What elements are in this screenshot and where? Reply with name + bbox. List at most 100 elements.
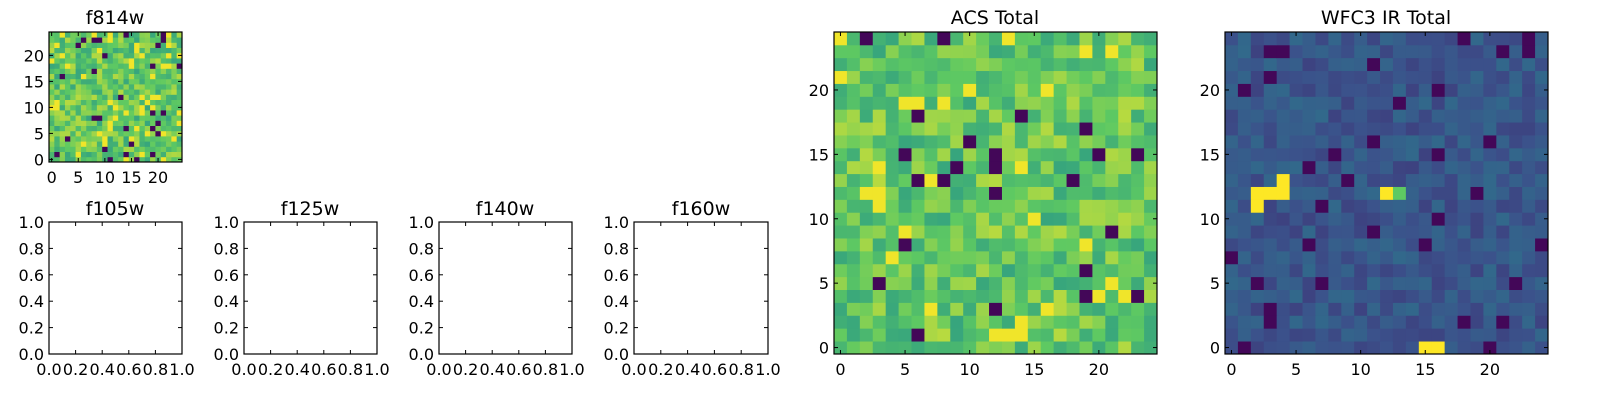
heatmap-cell bbox=[80, 58, 87, 64]
heatmap-cell bbox=[59, 52, 66, 59]
heatmap-cell bbox=[1418, 199, 1433, 213]
heatmap-cell bbox=[1418, 135, 1433, 149]
heatmap-cell bbox=[937, 302, 951, 316]
heatmap-cell bbox=[1144, 199, 1158, 213]
heatmap-cell bbox=[1522, 147, 1536, 162]
heatmap-cell bbox=[49, 47, 55, 54]
heatmap-cell bbox=[102, 37, 108, 43]
heatmap-cell bbox=[1289, 250, 1303, 265]
heatmap-cell bbox=[1354, 32, 1368, 46]
heatmap-cell bbox=[1457, 250, 1471, 265]
heatmap-cell bbox=[1535, 44, 1549, 59]
heatmap-cell bbox=[1001, 186, 1016, 200]
heatmap-cell bbox=[134, 136, 140, 142]
heatmap-cell bbox=[64, 146, 71, 152]
heatmap-cell bbox=[176, 151, 183, 158]
heatmap-cell bbox=[1250, 341, 1265, 355]
heatmap-cell bbox=[1315, 328, 1329, 342]
heatmap-cell bbox=[1276, 341, 1290, 355]
heatmap-cell bbox=[166, 89, 172, 95]
heatmap-cell bbox=[1496, 122, 1510, 136]
heatmap-cell bbox=[1444, 315, 1458, 329]
heatmap-cell bbox=[1302, 160, 1316, 175]
x-tick-label: 0.2 bbox=[453, 360, 478, 379]
heatmap-cell bbox=[976, 32, 990, 46]
heatmap-cell bbox=[59, 58, 66, 64]
heatmap-cell bbox=[1079, 135, 1093, 149]
heatmap-cell bbox=[1483, 32, 1497, 46]
heatmap-cell bbox=[107, 151, 114, 158]
heatmap-cell bbox=[1509, 225, 1523, 239]
heatmap-cell bbox=[1380, 83, 1394, 97]
heatmap-cell bbox=[1092, 173, 1106, 187]
heatmap-cell bbox=[898, 44, 912, 59]
heatmap-cell bbox=[1105, 135, 1119, 149]
heatmap-cell bbox=[1066, 341, 1080, 355]
heatmap-cell bbox=[1001, 250, 1016, 265]
heatmap-cell bbox=[950, 199, 964, 213]
heatmap-cell bbox=[1040, 147, 1055, 162]
heatmap-cell bbox=[134, 125, 140, 132]
heatmap-cell bbox=[950, 186, 964, 200]
heatmap-cell bbox=[96, 58, 103, 64]
heatmap-cell bbox=[1001, 83, 1016, 97]
heatmap-cell bbox=[989, 135, 1003, 149]
heatmap-cell bbox=[1250, 276, 1265, 290]
heatmap-cell bbox=[937, 341, 951, 355]
heatmap-cell bbox=[911, 225, 925, 239]
heatmap-cell bbox=[1354, 199, 1368, 213]
heatmap-cell bbox=[75, 63, 82, 69]
heatmap-cell bbox=[937, 44, 951, 59]
heatmap-cell bbox=[911, 199, 925, 213]
heatmap-cell bbox=[1079, 276, 1093, 290]
heatmap-cell bbox=[1522, 32, 1536, 46]
x-tick-label: 0.8 bbox=[728, 360, 753, 379]
heatmap-cell bbox=[898, 135, 912, 149]
heatmap-cell bbox=[1001, 135, 1016, 149]
heatmap-cell bbox=[70, 141, 76, 147]
heatmap-cell bbox=[924, 225, 938, 239]
heatmap-cell bbox=[976, 341, 990, 355]
heatmap-cell bbox=[1040, 70, 1055, 84]
heatmap-cell bbox=[963, 109, 977, 123]
heatmap-cell bbox=[1341, 212, 1355, 226]
heatmap-cell bbox=[1380, 186, 1394, 200]
heatmap-cell bbox=[834, 173, 848, 187]
heatmap-cell bbox=[1535, 173, 1549, 187]
heatmap-cell bbox=[171, 120, 178, 126]
heatmap-cell bbox=[1535, 212, 1549, 226]
heatmap-cell bbox=[1118, 289, 1132, 303]
heatmap-cell bbox=[112, 89, 119, 95]
heatmap-cell bbox=[49, 146, 55, 152]
heatmap-cell bbox=[1144, 160, 1158, 175]
heatmap-cell bbox=[70, 37, 76, 43]
heatmap-cell bbox=[1315, 135, 1329, 149]
heatmap-cell bbox=[846, 186, 861, 200]
heatmap-cell bbox=[1535, 199, 1549, 213]
heatmap-cell bbox=[1354, 160, 1368, 175]
heatmap-cell bbox=[937, 328, 951, 342]
heatmap-cell bbox=[1535, 341, 1549, 355]
heatmap-cell bbox=[834, 83, 848, 97]
heatmap-cell bbox=[1144, 70, 1158, 84]
heatmap-cell bbox=[1470, 186, 1484, 200]
heatmap-cell bbox=[872, 70, 887, 84]
heatmap-cell bbox=[1263, 225, 1278, 239]
heatmap-cell bbox=[989, 57, 1003, 72]
heatmap-cell bbox=[1302, 263, 1316, 278]
heatmap-cell bbox=[112, 68, 119, 74]
heatmap-cell bbox=[166, 120, 172, 126]
heatmap-cell bbox=[1289, 135, 1303, 149]
heatmap-cell bbox=[898, 32, 912, 46]
heatmap-cell bbox=[1289, 263, 1303, 278]
heatmap-cell bbox=[1392, 263, 1407, 278]
heatmap-cell bbox=[1263, 96, 1278, 110]
heatmap-cell bbox=[139, 47, 146, 54]
heatmap-cell bbox=[1237, 70, 1252, 84]
heatmap-cell bbox=[1066, 315, 1080, 329]
heatmap-cell bbox=[1225, 147, 1239, 162]
heatmap-cell bbox=[898, 83, 912, 97]
heatmap-cell bbox=[118, 68, 124, 74]
heatmap-cell bbox=[1276, 44, 1290, 59]
